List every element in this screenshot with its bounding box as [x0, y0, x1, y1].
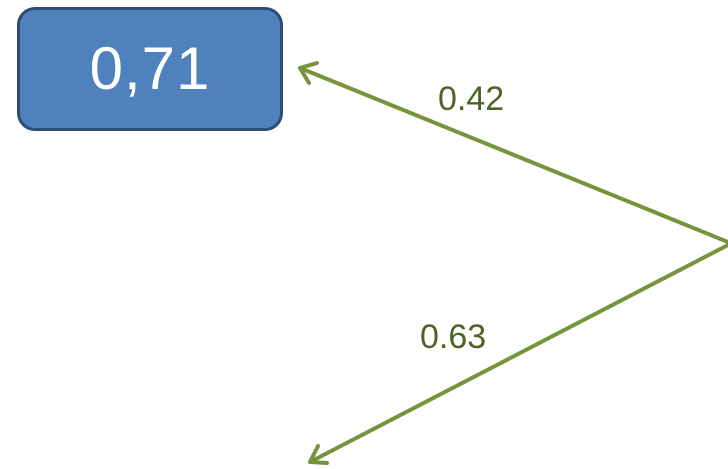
- edge-bottom-arrow: [308, 243, 728, 465]
- edge-bottom-arrowhead: [308, 444, 329, 465]
- node-top-left-label: 0,71: [89, 35, 211, 102]
- edge-bottom-label: 0.63: [420, 318, 487, 356]
- edge-bottom-line: [308, 243, 728, 464]
- edge-top-label: 0.42: [438, 80, 505, 118]
- edge-top-line: [298, 66, 728, 244]
- edge-top-arrow: [298, 61, 728, 244]
- node-top-left: 0,71: [17, 7, 283, 131]
- edge-top-arrowhead: [298, 61, 319, 85]
